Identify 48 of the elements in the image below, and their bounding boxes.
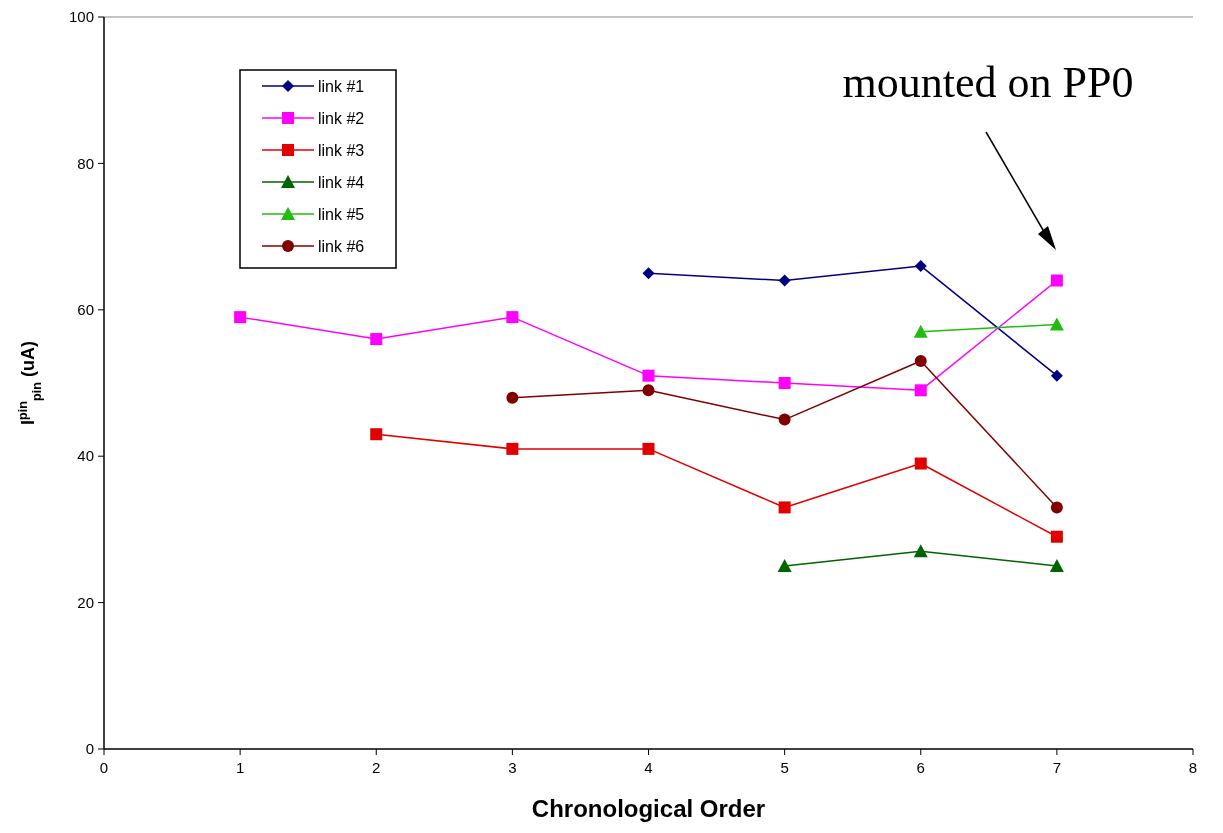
point <box>778 274 791 287</box>
legend-label: link #3 <box>318 141 365 159</box>
point <box>234 311 247 324</box>
point <box>506 311 519 324</box>
point <box>778 501 791 514</box>
y-tick-label: 60 <box>77 301 94 319</box>
legend-label: link #5 <box>318 205 365 223</box>
x-tick-label: 6 <box>916 759 925 776</box>
y-tick-label: 40 <box>77 447 94 465</box>
point <box>1049 559 1064 572</box>
x-tick-label: 8 <box>1188 759 1198 776</box>
point <box>642 384 655 397</box>
point <box>1050 530 1063 543</box>
point <box>778 413 791 426</box>
x-tick-label: 4 <box>644 759 653 776</box>
x-tick-label: 1 <box>235 759 245 776</box>
point <box>914 457 927 470</box>
point <box>506 442 519 455</box>
legend-label: link #6 <box>318 237 365 255</box>
point <box>777 559 792 572</box>
y-tick-label: 20 <box>77 593 94 611</box>
point <box>778 377 791 389</box>
point <box>1050 274 1063 287</box>
x-axis-title: Chronological Order <box>531 795 766 822</box>
annotation: mounted on PP0 <box>842 58 1134 107</box>
y-tick-label: 80 <box>77 154 94 172</box>
point <box>914 384 927 397</box>
point <box>914 259 927 272</box>
point <box>642 442 655 455</box>
point <box>913 544 928 558</box>
x-tick-label: 5 <box>780 759 789 776</box>
point <box>1050 501 1063 514</box>
point <box>642 267 655 280</box>
y-tick-label: 0 <box>85 740 94 758</box>
legend-label: link #2 <box>318 109 365 127</box>
x-tick-label: 3 <box>508 759 517 776</box>
legend-label: link #4 <box>318 173 365 191</box>
point <box>506 391 519 404</box>
y-tick-label: 100 <box>68 8 94 26</box>
point <box>914 355 927 368</box>
point <box>370 333 383 346</box>
x-tick-label: 0 <box>99 759 109 776</box>
legend-label: link #1 <box>318 77 365 95</box>
point <box>370 428 383 441</box>
x-tick-label: 2 <box>372 759 381 776</box>
x-tick-label: 7 <box>1052 759 1062 776</box>
point <box>1050 369 1063 382</box>
point <box>642 369 655 382</box>
